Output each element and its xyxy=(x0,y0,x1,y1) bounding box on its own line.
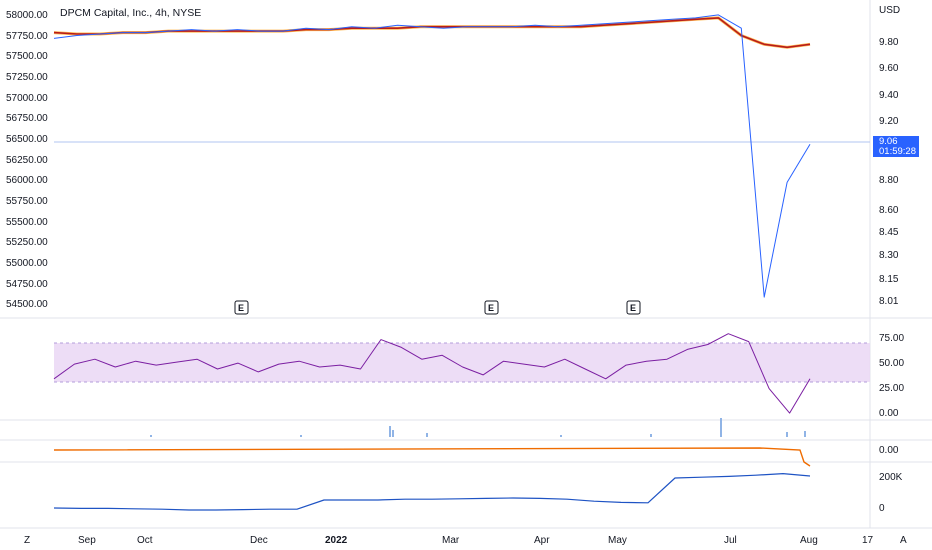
price-line xyxy=(53,14,811,298)
right-axis-tick: 9.20 xyxy=(879,116,899,127)
moving-average-line xyxy=(53,17,811,49)
currency-label: USD xyxy=(879,5,900,16)
right-axis-tick: 9.60 xyxy=(879,63,899,74)
osc-axis-tick: 0.00 xyxy=(879,445,899,456)
time-axis-label: Dec xyxy=(250,535,268,546)
left-axis-tick: 54750.00 xyxy=(6,279,48,290)
rsi-band xyxy=(54,343,870,382)
obv-line xyxy=(53,473,811,511)
left-axis-tick: 57500.00 xyxy=(6,51,48,62)
left-axis-tick: 56500.00 xyxy=(6,134,48,145)
svg-text:E: E xyxy=(630,303,636,313)
right-axis-tick: 8.45 xyxy=(879,227,899,238)
left-axis: 58000.00 57750.00 57500.00 57250.00 5700… xyxy=(6,10,48,310)
chart-title: DPCM Capital, Inc., 4h, NYSE xyxy=(60,7,201,19)
time-axis-label: Sep xyxy=(78,535,96,546)
volume-bars xyxy=(150,418,806,437)
left-axis-tick: 56750.00 xyxy=(6,113,48,124)
right-axis-tick: 8.01 xyxy=(879,296,899,307)
countdown-timer: 01:59:28 xyxy=(879,146,916,157)
right-axis-tick: 8.80 xyxy=(879,175,899,186)
obv-axis-tick: 200K xyxy=(879,472,903,483)
rsi-line xyxy=(53,333,811,414)
right-axis-tick: 8.15 xyxy=(879,274,899,285)
left-axis-tick: 57000.00 xyxy=(6,93,48,104)
left-axis-tick: 55250.00 xyxy=(6,237,48,248)
time-axis-label: 17 xyxy=(862,535,874,546)
svg-text:E: E xyxy=(238,303,244,313)
earnings-marker[interactable]: E xyxy=(626,300,641,315)
moving-average-line xyxy=(53,16,811,49)
obv-axis-tick: 0 xyxy=(879,503,885,514)
last-price-tag: 9.06 01:59:28 xyxy=(873,136,919,157)
time-axis-label: Oct xyxy=(137,535,153,546)
time-axis: Sep Oct Dec 2022 Mar Apr May Jul Aug 17 xyxy=(78,535,874,546)
right-axis-tick: 8.30 xyxy=(879,250,899,261)
time-axis-label: Apr xyxy=(534,535,550,546)
oscillator-line xyxy=(53,447,811,467)
svg-text:E: E xyxy=(488,303,494,313)
left-axis-tick: 56000.00 xyxy=(6,175,48,186)
earnings-marker[interactable]: E xyxy=(484,300,499,315)
rsi-axis-tick: 50.00 xyxy=(879,358,904,369)
right-axis-tick: 8.60 xyxy=(879,205,899,216)
right-axis-tick: 9.80 xyxy=(879,37,899,48)
time-axis-label: Mar xyxy=(442,535,460,546)
earnings-marker[interactable]: E xyxy=(234,300,249,315)
right-axis-tick: 9.40 xyxy=(879,90,899,101)
time-axis-label: Jul xyxy=(724,535,737,546)
auto-scale-button[interactable]: A xyxy=(900,535,907,546)
left-axis-tick: 55750.00 xyxy=(6,196,48,207)
time-axis-label: 2022 xyxy=(325,535,348,546)
left-axis-tick: 57750.00 xyxy=(6,31,48,42)
left-axis-tick: 56250.00 xyxy=(6,155,48,166)
left-axis-tick: 54500.00 xyxy=(6,299,48,310)
time-axis-label: May xyxy=(608,535,627,546)
last-price-value: 9.06 xyxy=(879,136,898,147)
series-layer xyxy=(53,14,811,511)
zoom-button[interactable]: Z xyxy=(24,535,30,546)
right-axis: 9.80 9.60 9.40 9.20 8.80 8.60 8.45 8.30 … xyxy=(879,37,904,514)
time-axis-label: Aug xyxy=(800,535,818,546)
left-axis-tick: 55000.00 xyxy=(6,258,48,269)
left-axis-tick: 58000.00 xyxy=(6,10,48,21)
rsi-axis-tick: 0.00 xyxy=(879,408,899,419)
rsi-axis-tick: 75.00 xyxy=(879,333,904,344)
left-axis-tick: 57250.00 xyxy=(6,72,48,83)
rsi-axis-tick: 25.00 xyxy=(879,383,904,394)
left-axis-tick: 55500.00 xyxy=(6,217,48,228)
